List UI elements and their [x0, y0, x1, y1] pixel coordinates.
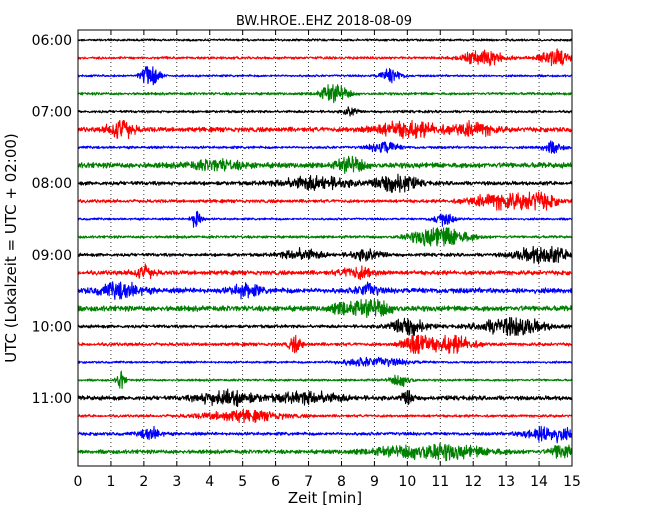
trace-1100: [77, 388, 573, 408]
x-tick-label: 11: [431, 474, 449, 490]
y-axis: 06:00 07:00 08:00 09:00 10:00 11:00: [32, 33, 572, 407]
trace-1015: [77, 334, 573, 354]
trace-1000: [77, 316, 573, 336]
trace-1130: [77, 425, 573, 444]
trace-0630: [77, 66, 573, 86]
x-tick-label: 2: [139, 474, 148, 490]
trace-0900: [77, 245, 573, 265]
x-tick-label: 14: [530, 474, 548, 490]
y-tick-label: 07:00: [32, 105, 72, 121]
x-tick-label: 4: [205, 474, 214, 490]
y-tick-label: 08:00: [32, 176, 72, 192]
x-tick-label: 15: [563, 474, 581, 490]
trace-0945: [77, 298, 573, 319]
y-tick-label: 06:00: [32, 33, 72, 49]
trace-0930: [77, 281, 573, 301]
x-tick-label: 7: [304, 474, 313, 490]
x-tick-label: 9: [370, 474, 379, 490]
y-axis-label: UTC (Lokalzeit = UTC + 02:00): [2, 133, 20, 363]
trace-0845: [77, 227, 573, 247]
trace-0700: [77, 106, 573, 117]
trace-0600: [77, 38, 573, 42]
trace-0830: [77, 210, 573, 228]
trace-1115: [77, 408, 573, 424]
y-tick-label: 11:00: [32, 391, 72, 407]
trace-0715: [77, 119, 573, 140]
x-tick-label: 5: [238, 474, 247, 490]
trace-1145: [77, 442, 573, 462]
trace-0800: [77, 173, 573, 193]
trace-0645: [77, 84, 573, 104]
plot-frame: [77, 29, 573, 467]
x-tick-label: 12: [464, 474, 482, 490]
x-tick-label: 3: [172, 474, 181, 490]
trace-1030: [77, 356, 573, 367]
x-tick-label: 8: [337, 474, 346, 490]
x-tick-label: 1: [106, 474, 115, 490]
chart-title: BW.HROE..EHZ 2018-08-09: [236, 14, 412, 29]
y-tick-label: 09:00: [32, 248, 72, 264]
trace-0730: [77, 140, 573, 154]
grid-lines: [110, 30, 540, 466]
trace-1045: [77, 370, 573, 390]
x-tick-label: 0: [74, 474, 83, 490]
x-tick-label: 13: [497, 474, 515, 490]
trace-0615: [77, 48, 573, 67]
trace-group: [77, 38, 573, 462]
x-tick-label: 10: [398, 474, 416, 490]
x-axis-label: Zeit [min]: [288, 489, 362, 507]
trace-0745: [77, 155, 573, 175]
x-tick-label: 6: [271, 474, 280, 490]
x-axis: 0 1 2 3 4 5 6 7 8 9 10 11 12 13 14 15: [74, 30, 581, 490]
trace-0915: [77, 263, 573, 281]
trace-0815: [77, 191, 573, 211]
y-tick-label: 10:00: [32, 319, 72, 335]
